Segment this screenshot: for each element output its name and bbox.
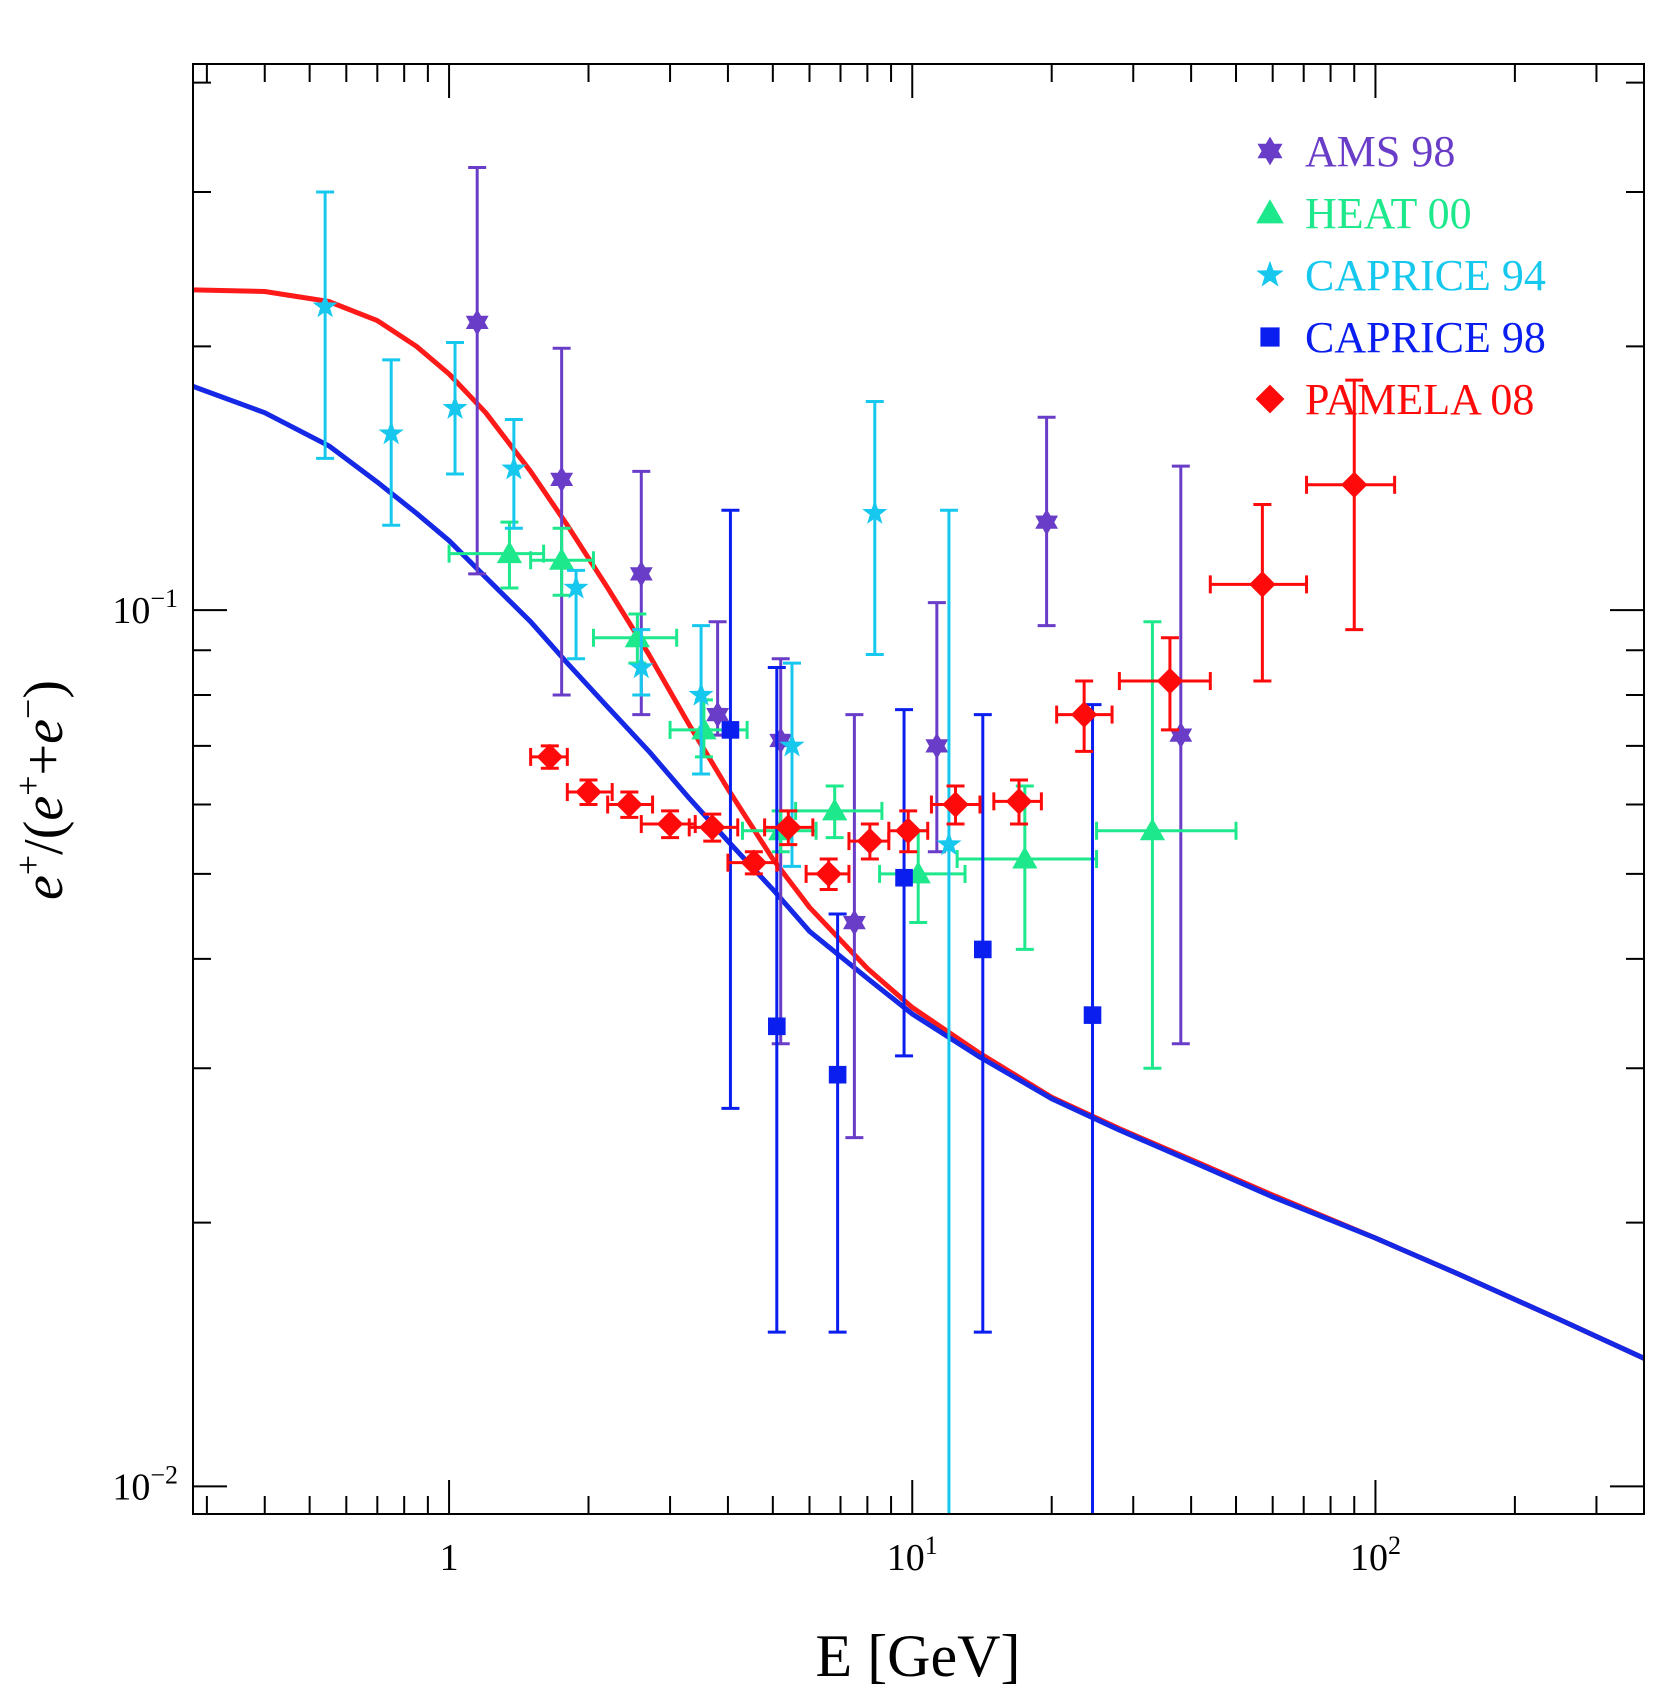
data-point [973,940,992,959]
legend-label-pamela-08: PAMELA 08 [1305,375,1534,424]
legend-label-caprice-98: CAPRICE 98 [1305,313,1546,362]
legend-marker-caprice-98 [1260,327,1280,347]
data-point [740,849,768,876]
data-point [691,717,717,740]
data-point [822,798,848,821]
series-caprice-98 [721,508,1102,1514]
data-point [769,727,793,754]
data-point [548,547,575,570]
data-point [563,574,589,599]
data-point [1005,788,1033,815]
data-point [894,817,922,844]
data-point [1035,509,1058,536]
data-point [699,814,726,841]
data-point [815,860,842,888]
data-point [616,791,643,818]
axis-ticks [193,64,1644,1514]
data-point [828,1065,847,1084]
legend-label-caprice-94: CAPRICE 94 [1305,251,1546,300]
data-point [628,654,654,679]
x-tick-labels: 1 101 102 [440,1531,1401,1579]
data-point [1139,818,1166,841]
data-point [856,827,884,855]
data-point [496,540,523,564]
data-point [895,868,913,887]
data-point [1169,721,1193,749]
data-point [501,455,527,480]
x-axis-title: E [GeV] [816,1623,1021,1689]
plot-frame [192,63,1645,1515]
data-point [1156,667,1184,695]
model-curve-0 [192,287,1646,1361]
data-point [1341,471,1368,499]
data-point [536,743,564,771]
data-point [624,625,651,648]
data-points [312,165,1397,1514]
data-point [1083,1006,1102,1024]
data-point [442,395,468,419]
data-point [1249,571,1276,598]
data-point [779,732,805,757]
series-caprice-94 [312,190,962,1514]
data-point [768,1017,786,1036]
model-curves [192,287,1646,1361]
data-point [312,293,338,318]
data-point [575,778,602,806]
y-tick-label: 10−2 [112,1460,178,1508]
data-point [843,909,866,936]
legend-marker-caprice-94 [1256,260,1284,287]
legend-label-ams-98: AMS 98 [1305,127,1455,176]
y-tick-labels: 10−2 10−1 [112,584,178,1508]
x-tick-label: 102 [1350,1531,1401,1579]
y-axis-title: e+/(e++e−) [8,680,75,900]
svg-text:e+/(e++e−): e+/(e++e−) [8,680,75,900]
x-tick-label: 101 [887,1531,938,1579]
data-point [378,420,404,445]
legend-marker-pamela-08 [1255,384,1285,414]
data-point [942,791,969,818]
data-point [936,831,962,856]
data-point [1070,701,1098,728]
legend: AMS 98 HEAT 00 CAPRICE 94 CAPRICE 98 PAMELA … [1255,127,1546,424]
series-pamela-08 [529,378,1397,891]
series-heat-00 [447,520,1238,1070]
data-point [862,500,888,524]
data-point [656,810,684,838]
legend-marker-ams-98 [1257,136,1283,166]
data-point [688,681,714,706]
data-point [550,466,574,493]
data-point [629,560,653,588]
legend-label-heat-00: HEAT 00 [1305,189,1472,238]
data-point [465,309,489,336]
data-point [1012,846,1038,869]
data-point [775,814,802,841]
data-point [925,732,949,760]
legend-marker-heat-00 [1256,199,1284,224]
y-tick-label: 10−1 [112,584,178,632]
data-point [721,721,740,739]
x-tick-label: 1 [440,1537,459,1579]
